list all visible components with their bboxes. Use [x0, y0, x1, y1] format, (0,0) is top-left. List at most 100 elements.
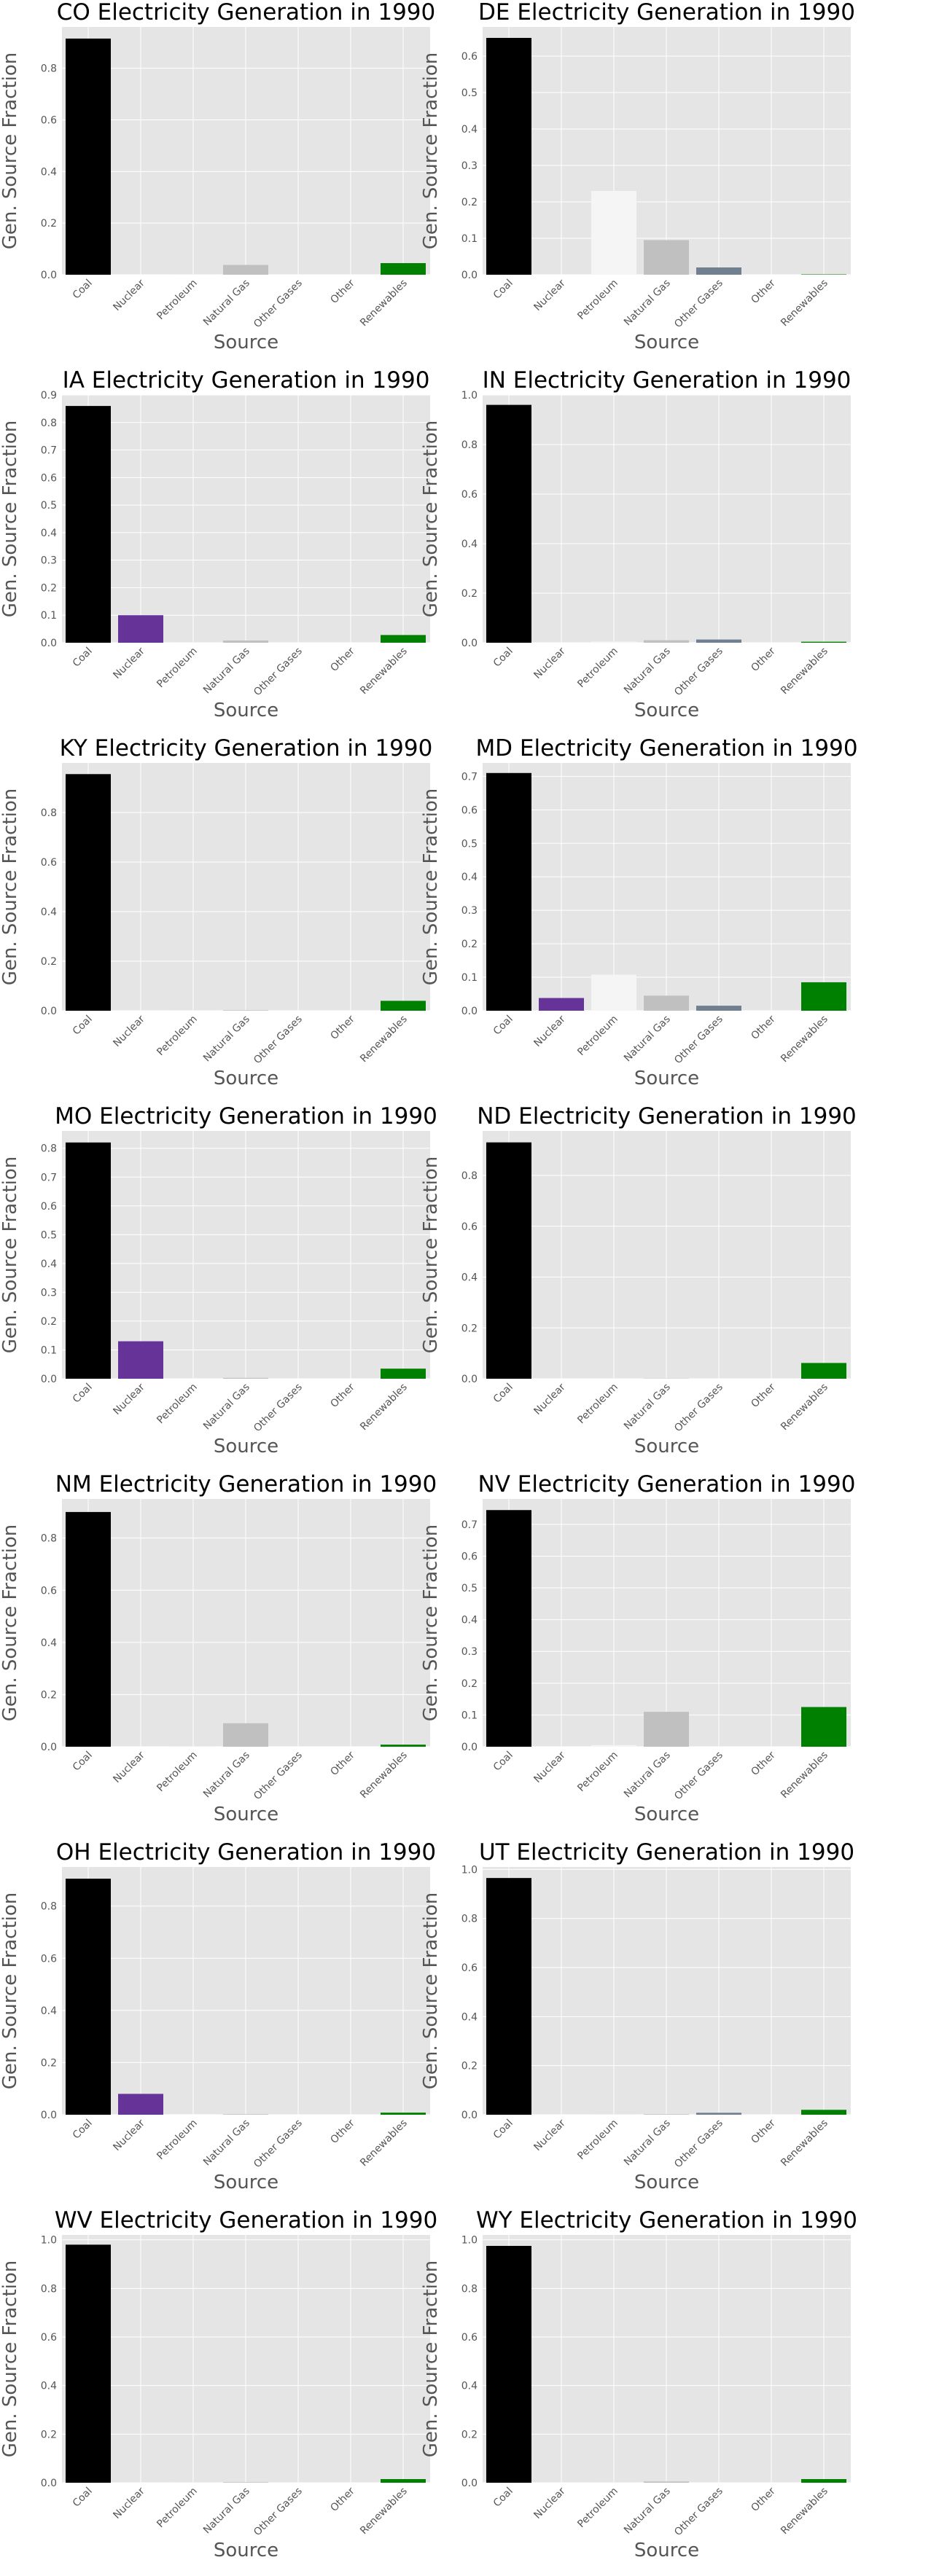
y-tick-label: 0.5: [41, 1229, 57, 1241]
x-tick-label: Petroleum: [575, 2118, 620, 2163]
bar-petroleum: [171, 642, 216, 643]
bar-renewables: [381, 1369, 426, 1379]
y-tick-label: 0.6: [41, 1201, 57, 1213]
x-tick-label: Other Gases: [672, 1750, 725, 1803]
x-tick-label: Nuclear: [531, 1749, 568, 1785]
bar-renewables: [801, 982, 846, 1011]
y-tick-label: 0.7: [461, 1519, 478, 1531]
bar-nuclear: [118, 1342, 163, 1379]
bar-natural-gas: [223, 1010, 268, 1011]
x-tick-label: Renewables: [779, 1750, 830, 1801]
y-tick-label: 0.8: [41, 418, 57, 429]
x-tick-label: Natural Gas: [201, 646, 252, 697]
y-tick-label: 0.0: [461, 638, 478, 649]
y-tick-label: 0.8: [461, 1914, 478, 1925]
x-axis-label: Source: [214, 2172, 278, 2193]
x-tick-label: Coal: [491, 278, 515, 302]
bar-natural-gas: [223, 265, 268, 275]
y-axis-label: Gen. Source Fraction: [420, 1524, 442, 1722]
y-tick-label: 0.4: [461, 2011, 478, 2023]
y-tick-label: 0.8: [41, 1143, 57, 1155]
y-tick-label: 0.2: [461, 588, 478, 600]
y-tick-label: 0.2: [461, 939, 478, 950]
y-axis-label: Gen. Source Fraction: [0, 52, 21, 250]
bar-petroleum: [171, 1010, 216, 1011]
y-tick-label: 0.0: [461, 1006, 478, 1017]
y-axis-label: Gen. Source Fraction: [0, 788, 21, 986]
y-tick-label: 0.8: [41, 1533, 57, 1545]
x-tick-label: Renewables: [779, 1382, 830, 1433]
x-tick-label: Coal: [491, 2486, 515, 2510]
y-tick-label: 0.2: [461, 1678, 478, 1690]
y-tick-label: 0.0: [41, 270, 57, 281]
y-tick-label: 0.4: [461, 872, 478, 883]
x-axis-label: Source: [214, 1068, 278, 1089]
x-tick-label: Coal: [491, 646, 515, 670]
y-tick-label: 0.0: [461, 2478, 478, 2489]
bar-natural-gas: [223, 2114, 268, 2115]
y-tick-label: 0.0: [41, 1374, 57, 1385]
y-tick-label: 0.2: [41, 956, 57, 968]
y-axis-label: Gen. Source Fraction: [0, 1524, 21, 1722]
x-tick-label: Other Gases: [672, 278, 725, 331]
y-tick-label: 0.3: [461, 160, 478, 172]
bar-renewables: [381, 2113, 426, 2115]
bar-renewables: [381, 263, 426, 275]
y-tick-label: 0.8: [461, 2283, 478, 2295]
x-tick-label: Natural Gas: [201, 1750, 252, 1801]
x-axis-label: Source: [214, 332, 278, 353]
x-tick-label: Other Gases: [672, 2118, 725, 2171]
bar-coal: [66, 406, 111, 643]
bar-coal: [66, 39, 111, 275]
x-tick-label: Natural Gas: [201, 2118, 252, 2169]
x-tick-label: Coal: [491, 1750, 515, 1774]
bar-petroleum: [591, 1378, 636, 1379]
y-tick-label: 0.4: [41, 2005, 57, 2017]
x-axis-label: Source: [214, 1436, 278, 1457]
x-axis-label: Source: [214, 2540, 278, 2561]
bar-coal: [486, 1143, 531, 1379]
x-tick-label: Renewables: [358, 1014, 410, 1065]
x-tick-label: Natural Gas: [201, 2486, 252, 2537]
x-tick-label: Other: [328, 645, 357, 674]
y-tick-label: 0.8: [461, 439, 478, 451]
y-tick-label: 0.4: [41, 1637, 57, 1649]
y-tick-label: 0.4: [41, 1258, 57, 1270]
x-axis-label: Source: [634, 1436, 699, 1457]
x-tick-label: Other Gases: [252, 1382, 305, 1435]
x-tick-label: Coal: [71, 278, 95, 302]
x-axis-label: Source: [634, 2172, 699, 2193]
bar-coal: [486, 773, 531, 1011]
y-tick-label: 0.0: [41, 2478, 57, 2489]
x-tick-label: Other: [328, 1013, 357, 1042]
x-tick-label: Petroleum: [575, 646, 620, 691]
x-tick-label: Nuclear: [531, 1013, 568, 1049]
bar-natural-gas: [644, 240, 689, 275]
bar-natural-gas: [644, 641, 689, 643]
x-tick-label: Coal: [71, 646, 95, 670]
y-tick-label: 0.4: [461, 539, 478, 550]
bar-nuclear: [539, 998, 584, 1011]
y-tick-label: 1.0: [41, 2235, 57, 2247]
bar-coal: [66, 2244, 111, 2483]
y-tick-label: 0.6: [461, 1221, 478, 1233]
y-tick-label: 0.2: [41, 2057, 57, 2069]
x-tick-label: Coal: [71, 1750, 95, 1774]
bar-petroleum: [591, 641, 636, 643]
chart-title: WV Electricity Generation in 1990: [55, 2207, 437, 2234]
x-tick-label: Coal: [71, 2486, 95, 2510]
x-tick-label: Other: [328, 1749, 357, 1778]
y-tick-label: 0.0: [461, 1374, 478, 1385]
bar-petroleum: [591, 191, 636, 275]
chart-title: CO Electricity Generation in 1990: [57, 0, 436, 26]
y-tick-label: 0.6: [461, 804, 478, 816]
x-axis-label: Source: [634, 332, 699, 353]
y-tick-label: 0.5: [461, 838, 478, 850]
